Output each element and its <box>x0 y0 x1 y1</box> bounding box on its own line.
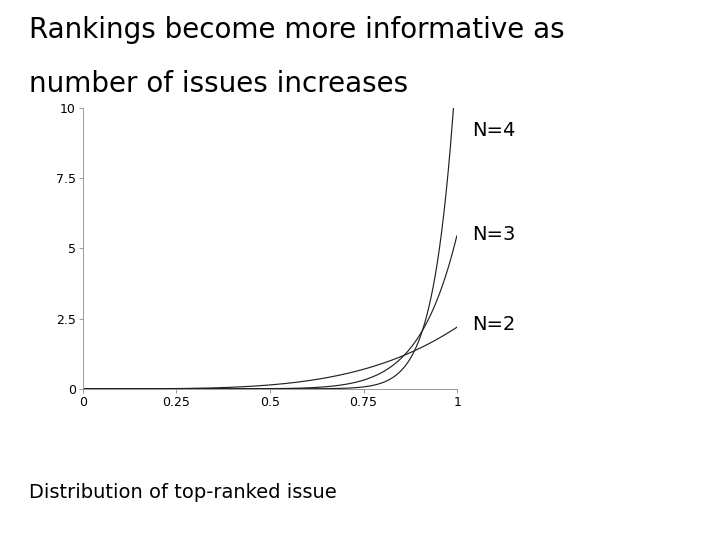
Text: N=3: N=3 <box>472 225 516 244</box>
Text: Rankings become more informative as: Rankings become more informative as <box>29 16 564 44</box>
Text: Distribution of top-ranked issue: Distribution of top-ranked issue <box>29 483 336 502</box>
Text: number of issues increases: number of issues increases <box>29 70 408 98</box>
Text: N=2: N=2 <box>472 315 516 334</box>
Text: N=4: N=4 <box>472 121 516 140</box>
